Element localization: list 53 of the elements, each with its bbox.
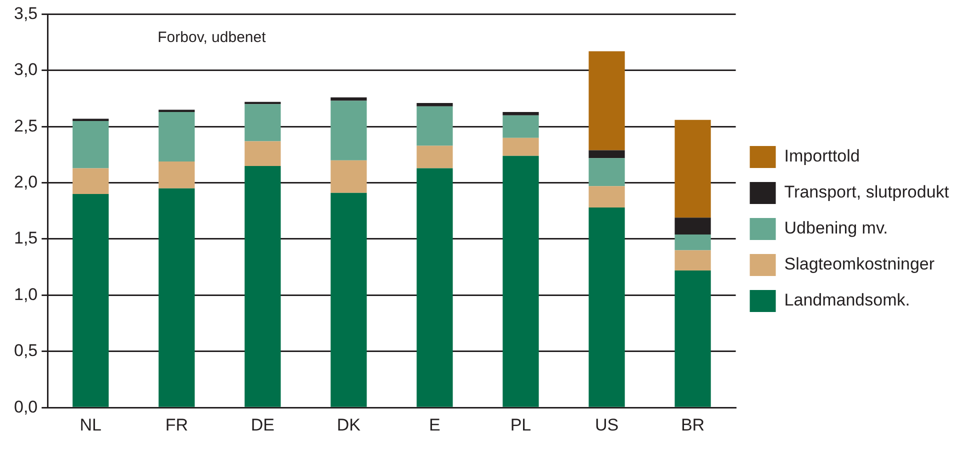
bar bbox=[502, 112, 539, 116]
bar bbox=[502, 115, 539, 138]
y-tick-label: 2,5 bbox=[14, 116, 38, 136]
bar bbox=[72, 168, 109, 194]
y-tick-label: 2,0 bbox=[14, 172, 38, 192]
legend-label: Transport, slutprodukt bbox=[784, 182, 950, 202]
bar bbox=[158, 112, 195, 162]
bar bbox=[72, 120, 109, 168]
legend-label: Udbening mv. bbox=[784, 218, 888, 238]
bar bbox=[674, 250, 711, 270]
bar bbox=[588, 208, 625, 407]
legend-label: Slagteomkostninger bbox=[784, 254, 935, 274]
y-tick-label: 1,5 bbox=[14, 228, 38, 248]
x-tick-label: BR bbox=[680, 415, 705, 434]
bar bbox=[588, 158, 625, 186]
bar bbox=[502, 138, 539, 156]
bar bbox=[588, 186, 625, 208]
y-tick-label: 3,0 bbox=[14, 60, 38, 80]
y-tick-label: 1,0 bbox=[14, 284, 38, 304]
legend-label: Landmandsomk. bbox=[784, 290, 910, 310]
annotation: Forbov, udbenet bbox=[158, 28, 267, 46]
x-tick-label: E bbox=[429, 415, 440, 434]
y-tick-label: 0,0 bbox=[14, 397, 38, 416]
bar bbox=[244, 141, 281, 166]
bar bbox=[674, 234, 711, 250]
bar bbox=[674, 218, 711, 235]
bar bbox=[416, 146, 453, 168]
y-tick-label: 0,5 bbox=[14, 341, 38, 360]
bar bbox=[330, 97, 367, 101]
bar bbox=[244, 166, 281, 407]
bar bbox=[416, 102, 453, 106]
bar bbox=[330, 192, 367, 407]
bar bbox=[416, 168, 453, 407]
bar bbox=[158, 188, 195, 407]
x-tick-label: NL bbox=[80, 415, 102, 434]
bar bbox=[588, 150, 625, 158]
bar bbox=[416, 106, 453, 146]
x-tick-label: DE bbox=[250, 415, 274, 434]
bar bbox=[674, 120, 711, 218]
y-tick-label: 3,5 bbox=[14, 4, 38, 23]
bar bbox=[330, 100, 367, 160]
x-tick-label: PL bbox=[510, 415, 532, 434]
bar bbox=[72, 194, 109, 407]
bar bbox=[502, 156, 539, 407]
bar bbox=[330, 160, 367, 193]
x-tick-label: DK bbox=[336, 415, 362, 434]
x-tick-label: FR bbox=[165, 415, 188, 434]
bar bbox=[588, 51, 625, 150]
x-tick-label: US bbox=[594, 415, 619, 434]
legend-label: Importtold bbox=[784, 146, 860, 166]
bar bbox=[244, 104, 281, 142]
bar bbox=[158, 161, 195, 188]
bar bbox=[674, 270, 711, 407]
